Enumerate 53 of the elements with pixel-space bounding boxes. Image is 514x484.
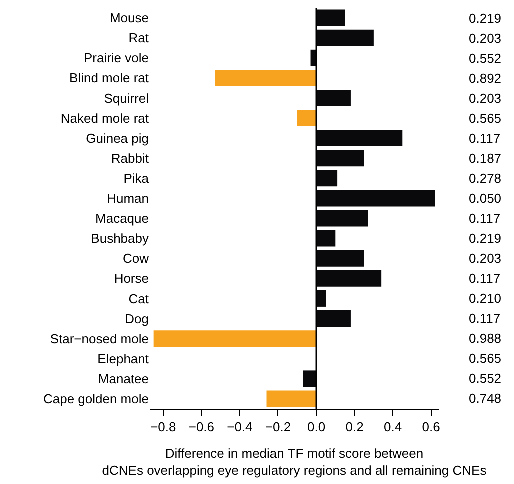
y-tick-label: Horse xyxy=(114,271,149,286)
x-axis-title: Difference in median TF motif score between dCNEs overlapping eye regulatory regions and all remaining CNEs xyxy=(102,446,488,478)
y-tick-label: Rabbit xyxy=(111,150,150,166)
y-tick-label: Macaque xyxy=(96,211,149,226)
text: 0.210 xyxy=(469,291,502,306)
y-tick-label: Guinea pig xyxy=(86,130,149,146)
x-tick-label: −0.4 xyxy=(227,420,253,435)
x-tick-label: 0.4 xyxy=(384,420,402,435)
bar xyxy=(154,330,317,348)
y-tick-label: Pika xyxy=(124,170,150,186)
text: 0.892 xyxy=(469,71,502,86)
x-tick-label: 0.6 xyxy=(422,420,440,435)
x-tick-label: 0.2 xyxy=(346,420,364,435)
y-tick-label: Blind mole rat xyxy=(70,70,150,86)
text: 0.565 xyxy=(469,111,502,126)
y-tick-label: Dog xyxy=(125,311,149,326)
text: 0.203 xyxy=(469,251,502,266)
text: 0.117 xyxy=(469,131,501,146)
x-tick-label: −0.6 xyxy=(188,420,215,435)
text: 0.117 xyxy=(469,211,501,226)
text: 0.117 xyxy=(469,271,501,286)
bar xyxy=(297,110,317,126)
y-tick-label: Cape golden mole xyxy=(43,392,149,407)
text: 0.552 xyxy=(469,51,502,66)
text: 0.278 xyxy=(469,171,502,186)
y-tick-label: Cow xyxy=(122,251,150,266)
text: 0.219 xyxy=(469,11,502,26)
x-tick-label: 0.0 xyxy=(307,420,326,435)
y-tick-label: Star−nosed mole xyxy=(50,331,149,346)
text: 0.203 xyxy=(469,31,502,46)
text: 0.219 xyxy=(469,231,502,246)
y-tick-label: Cat xyxy=(128,291,150,306)
y-tick-label: Manatee xyxy=(98,371,149,386)
y-tick-label: Rat xyxy=(128,30,150,46)
y-tick-label: Squirrel xyxy=(104,90,150,106)
y-tick-label: Naked mole rat xyxy=(60,110,150,126)
text: 0.565 xyxy=(469,351,502,366)
text: 0.552 xyxy=(469,371,502,386)
text: 0.748 xyxy=(469,391,502,406)
y-tick-label: Human xyxy=(107,191,149,206)
x-tick-label: −0.8 xyxy=(150,420,176,435)
bar xyxy=(215,70,317,86)
x-tick-label: −0.2 xyxy=(265,420,292,435)
text: 0.988 xyxy=(469,331,502,346)
text: 0.187 xyxy=(469,151,502,166)
y-tick-label: Mouse xyxy=(110,10,149,26)
y-tick-label: Elephant xyxy=(98,351,150,366)
bar xyxy=(266,390,317,408)
y-tick-label: Bushbaby xyxy=(91,231,150,246)
y-tick-label: Prairie vole xyxy=(84,50,149,66)
text: 0.050 xyxy=(469,191,502,206)
text: 0.117 xyxy=(469,311,501,326)
text: 0.203 xyxy=(469,91,502,106)
